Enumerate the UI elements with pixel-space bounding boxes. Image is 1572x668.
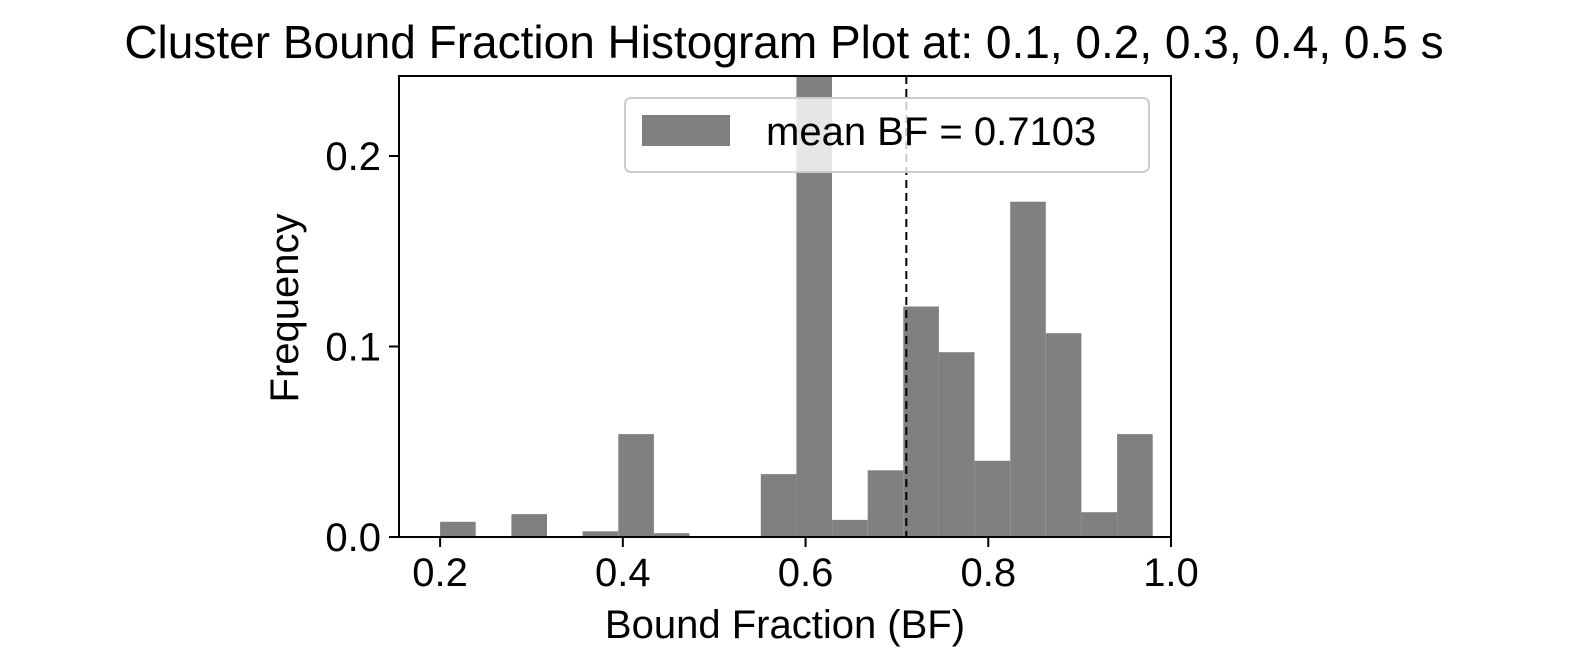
histogram-bar (653, 533, 690, 537)
histogram-bar (1010, 201, 1046, 537)
histogram-bar (867, 470, 904, 537)
x-tick-label: 1.0 (1143, 551, 1199, 595)
legend-swatch (642, 115, 730, 146)
histogram-bar (440, 521, 476, 537)
histogram-bar (582, 531, 619, 537)
histogram-bar (903, 306, 939, 537)
histogram-bar (1045, 333, 1082, 537)
x-tick-label: 0.4 (595, 551, 651, 595)
y-tick-label: 0.1 (325, 326, 381, 370)
x-tick-label: 0.8 (960, 551, 1016, 595)
x-axis-label: Bound Fraction (BF) (605, 603, 965, 647)
x-tick-label: 0.2 (412, 551, 468, 595)
y-axis-ticks: 0.0 0.1 0.2 (325, 135, 399, 560)
histogram-bar (618, 434, 654, 537)
legend: mean BF = 0.7103 (624, 97, 1150, 173)
chart-title: Cluster Bound Fraction Histogram Plot at… (124, 16, 1443, 68)
histogram-bar (832, 519, 868, 537)
histogram-bar (974, 460, 1011, 537)
histogram-bar (760, 474, 797, 537)
histogram-bar (1117, 434, 1153, 537)
histogram-bar (938, 352, 975, 537)
histogram-bar (511, 514, 547, 537)
x-tick-label: 0.6 (778, 551, 834, 595)
y-axis-label: Frequency (263, 214, 307, 403)
plot-frame (398, 75, 1172, 538)
y-tick-label: 0.2 (325, 135, 381, 179)
y-tick-label: 0.0 (325, 516, 381, 560)
x-axis-ticks: 0.2 0.4 0.6 0.8 1.0 (412, 537, 1199, 595)
histogram-bar (1081, 512, 1118, 537)
legend-frame (624, 97, 1150, 173)
legend-label: mean BF = 0.7103 (766, 110, 1096, 154)
